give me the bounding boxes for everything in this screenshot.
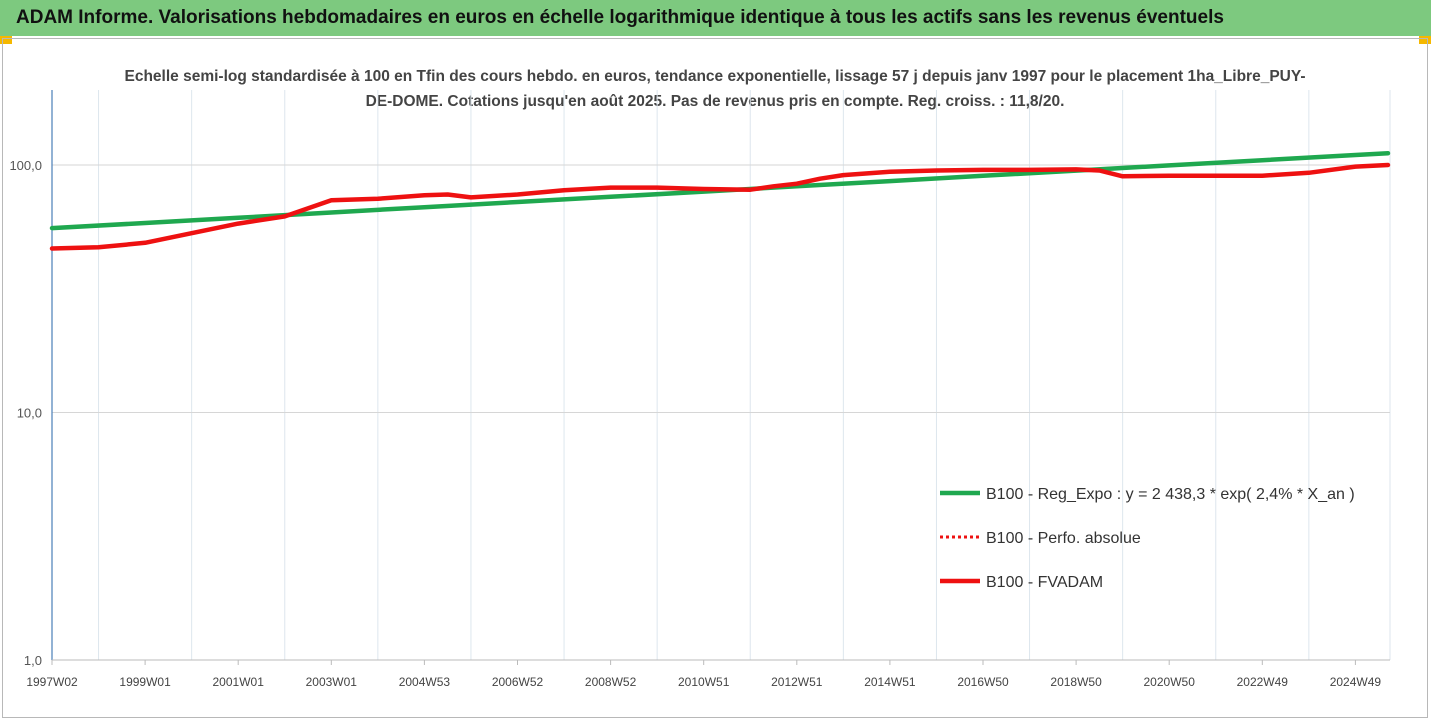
legend-label-2: B100 - Perfo. absolue [986,530,1141,547]
legend-label-1: B100 - Reg_Expo : y = 2 438,3 * exp( 2,4… [986,486,1355,503]
report-header: ADAM Informe. Valorisations hebdomadaire… [0,0,1431,36]
x-tick-label: 2001W01 [213,675,265,689]
x-tick-label: 2014W51 [864,675,916,689]
x-tick-label: 2008W52 [585,675,637,689]
gridlines [52,90,1391,661]
x-tick-label: 2016W50 [957,675,1009,689]
x-tick-label: 2020W50 [1144,675,1196,689]
x-tick-label: 2012W51 [771,675,823,689]
chart-title: Echelle semi-log standardisée à 100 en T… [124,68,1306,110]
y-tick-label: 100,0 [9,158,42,173]
x-tick-label: 2010W51 [678,675,730,689]
report-title: ADAM Informe. Valorisations hebdomadaire… [16,7,1224,28]
x-tick-label: 2024W49 [1330,675,1382,689]
series-line-3 [49,162,1391,251]
x-tick-label: 2018W50 [1050,675,1102,689]
x-tick-label: 2006W52 [492,675,544,689]
x-tick-label: 1999W01 [119,675,171,689]
y-tick-label: 1,0 [24,653,42,668]
y-tick-label: 10,0 [17,406,42,421]
chart-frame [2,38,1428,718]
series-lines [49,150,1391,251]
x-tick-label: 1997W02 [26,675,78,689]
x-tick-label: 2022W49 [1237,675,1289,689]
corner-marker-left [0,36,12,44]
corner-marker-right [1419,36,1431,44]
legend: B100 - Reg_Expo : y = 2 438,3 * exp( 2,4… [940,486,1355,591]
x-tick-label: 2004W53 [399,675,451,689]
x-tick-label: 2003W01 [306,675,358,689]
legend-label-3: B100 - FVADAM [986,574,1103,591]
axes: 1,0 10,0 100,0 1997W02 1999W01 2001W01 2003W01… [9,90,1390,689]
